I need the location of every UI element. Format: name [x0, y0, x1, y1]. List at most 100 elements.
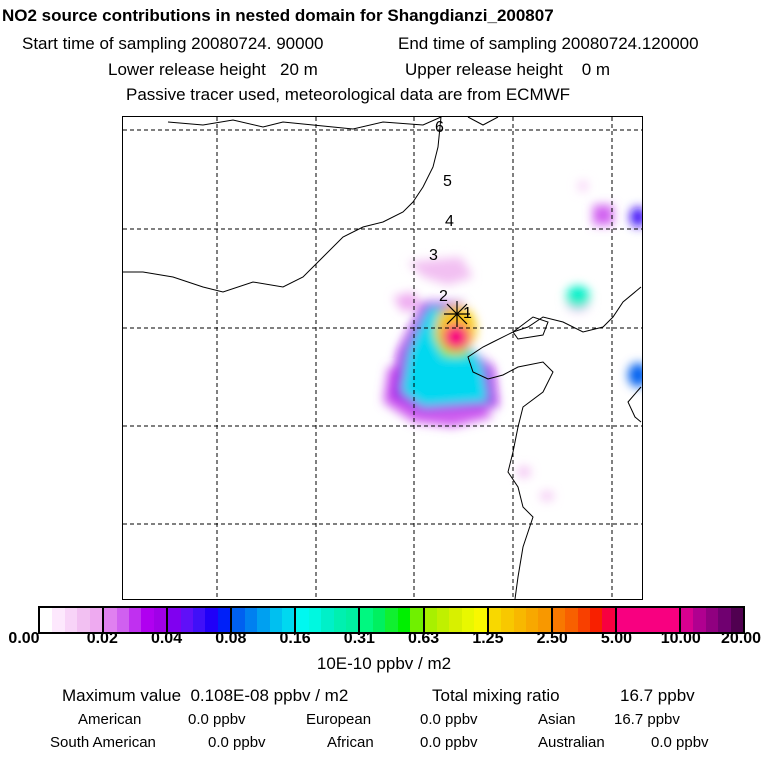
region-name: South American — [50, 734, 156, 751]
colorbar-swatch — [333, 608, 347, 632]
region-name: African — [327, 734, 374, 751]
map-canvas — [123, 117, 642, 599]
colorbar-swatch — [296, 608, 309, 632]
colorbar-swatch — [436, 608, 450, 632]
receptor-star-icon — [444, 301, 470, 327]
region-name: Australian — [538, 734, 605, 751]
colorbar-swatch — [193, 608, 206, 632]
colorbar-swatch — [718, 608, 731, 632]
colorbar-tick-label: 0.08 — [215, 630, 247, 647]
colorbar-swatch — [321, 608, 334, 632]
colorbar-segment — [166, 608, 231, 632]
colorbar-swatch — [52, 608, 65, 632]
colorbar-swatch — [89, 608, 103, 632]
colorbar — [38, 606, 745, 634]
colorbar-swatch — [308, 608, 322, 632]
coastlines — [123, 117, 642, 599]
region-value: 16.7 ppbv — [614, 711, 680, 728]
colorbar-swatch — [269, 608, 282, 632]
region-value: 0.0 ppbv — [208, 734, 266, 751]
colorbar-swatch — [128, 608, 142, 632]
colorbar-tick-label: 1.25 — [472, 630, 504, 647]
total-mixing-label: Total mixing ratio — [432, 686, 560, 705]
colorbar-segment — [422, 608, 487, 632]
colorbar-swatch — [153, 608, 167, 632]
colorbar-swatch — [346, 608, 359, 632]
colorbar-tick-label: 0.16 — [279, 630, 311, 647]
region-value: 0.0 ppbv — [420, 734, 478, 751]
colorbar-units: 10E-10 ppbv / m2 — [316, 654, 452, 673]
colorbar-swatch — [488, 608, 502, 632]
map-marker-1: 1 — [463, 305, 472, 322]
colorbar-swatch — [565, 608, 578, 632]
map-marker-6: 6 — [435, 119, 444, 136]
colorbar-tick-label: 0.00 — [8, 630, 40, 647]
tracer-label: Passive tracer used, meteorological data… — [126, 85, 571, 104]
colorbar-swatch — [180, 608, 194, 632]
map-marker-3: 3 — [429, 247, 438, 264]
colorbar-tick-label: 10.00 — [660, 630, 701, 647]
colorbar-tick-label: 2.50 — [536, 630, 568, 647]
colorbar-swatch — [281, 608, 295, 632]
total-mixing-value: 16.7 ppbv — [620, 686, 695, 705]
region-value: 0.0 ppbv — [420, 711, 478, 728]
colorbar-swatch — [590, 608, 603, 632]
upper-release-label: Upper release height 0 m — [405, 60, 611, 79]
colorbar-swatch — [693, 608, 706, 632]
colorbar-swatch — [501, 608, 514, 632]
colorbar-swatch — [64, 608, 78, 632]
lower-release-label: Lower release height 20 m — [108, 60, 318, 79]
colorbar-tick-label: 0.04 — [150, 630, 183, 647]
colorbar-tick-label: 5.00 — [600, 630, 633, 647]
colorbar-swatch — [141, 608, 154, 632]
colorbar-tick-label: 20.00 — [720, 630, 762, 647]
colorbar-swatch — [666, 608, 679, 632]
colorbar-swatch — [705, 608, 719, 632]
region-name: American — [78, 711, 142, 728]
colorbar-swatch — [424, 608, 437, 632]
colorbar-swatch — [372, 608, 386, 632]
region-name: European — [306, 711, 372, 728]
colorbar-swatch — [397, 608, 411, 632]
colorbar-segment — [678, 608, 744, 632]
colorbar-swatch — [461, 608, 475, 632]
colorbar-swatch — [552, 608, 566, 632]
concentration-field — [383, 181, 642, 500]
page-title: NO2 source contributions in nested domai… — [2, 6, 554, 25]
colorbar-swatch — [232, 608, 245, 632]
max-value-label: Maximum value 0.108E-08 ppbv / m2 — [62, 686, 349, 705]
map-marker-4: 4 — [445, 213, 454, 230]
colorbar-swatch — [257, 608, 270, 632]
start-time-label: Start time of sampling 20080724. 90000 — [22, 34, 324, 53]
colorbar-swatch — [217, 608, 231, 632]
colorbar-swatch — [410, 608, 423, 632]
colorbar-segment — [230, 608, 295, 632]
colorbar-swatch — [116, 608, 129, 632]
colorbar-swatch — [474, 608, 487, 632]
colorbar-swatch — [77, 608, 90, 632]
grid-lines — [123, 117, 642, 599]
colorbar-swatch — [577, 608, 591, 632]
map-marker-2: 2 — [439, 288, 448, 305]
colorbar-swatch — [602, 608, 615, 632]
colorbar-segment — [102, 608, 167, 632]
region-value: 0.0 ppbv — [188, 711, 246, 728]
colorbar-swatch — [104, 608, 117, 632]
colorbar-swatch — [244, 608, 258, 632]
colorbar-segment — [40, 608, 103, 632]
colorbar-segment — [486, 608, 551, 632]
colorbar-swatch — [654, 608, 667, 632]
colorbar-swatch — [513, 608, 526, 632]
colorbar-tick-label: 0.31 — [343, 630, 375, 647]
colorbar-swatch — [449, 608, 462, 632]
map-panel: 6 5 4 3 2 1 — [122, 116, 643, 600]
colorbar-tick-label: 0.63 — [408, 630, 440, 647]
colorbar-swatch — [629, 608, 642, 632]
end-time-label: End time of sampling 20080724.120000 — [398, 34, 699, 53]
colorbar-tick-label: 0.02 — [86, 630, 118, 647]
colorbar-segment — [358, 608, 423, 632]
colorbar-swatch — [360, 608, 373, 632]
colorbar-segment — [614, 608, 679, 632]
colorbar-swatch — [538, 608, 551, 632]
